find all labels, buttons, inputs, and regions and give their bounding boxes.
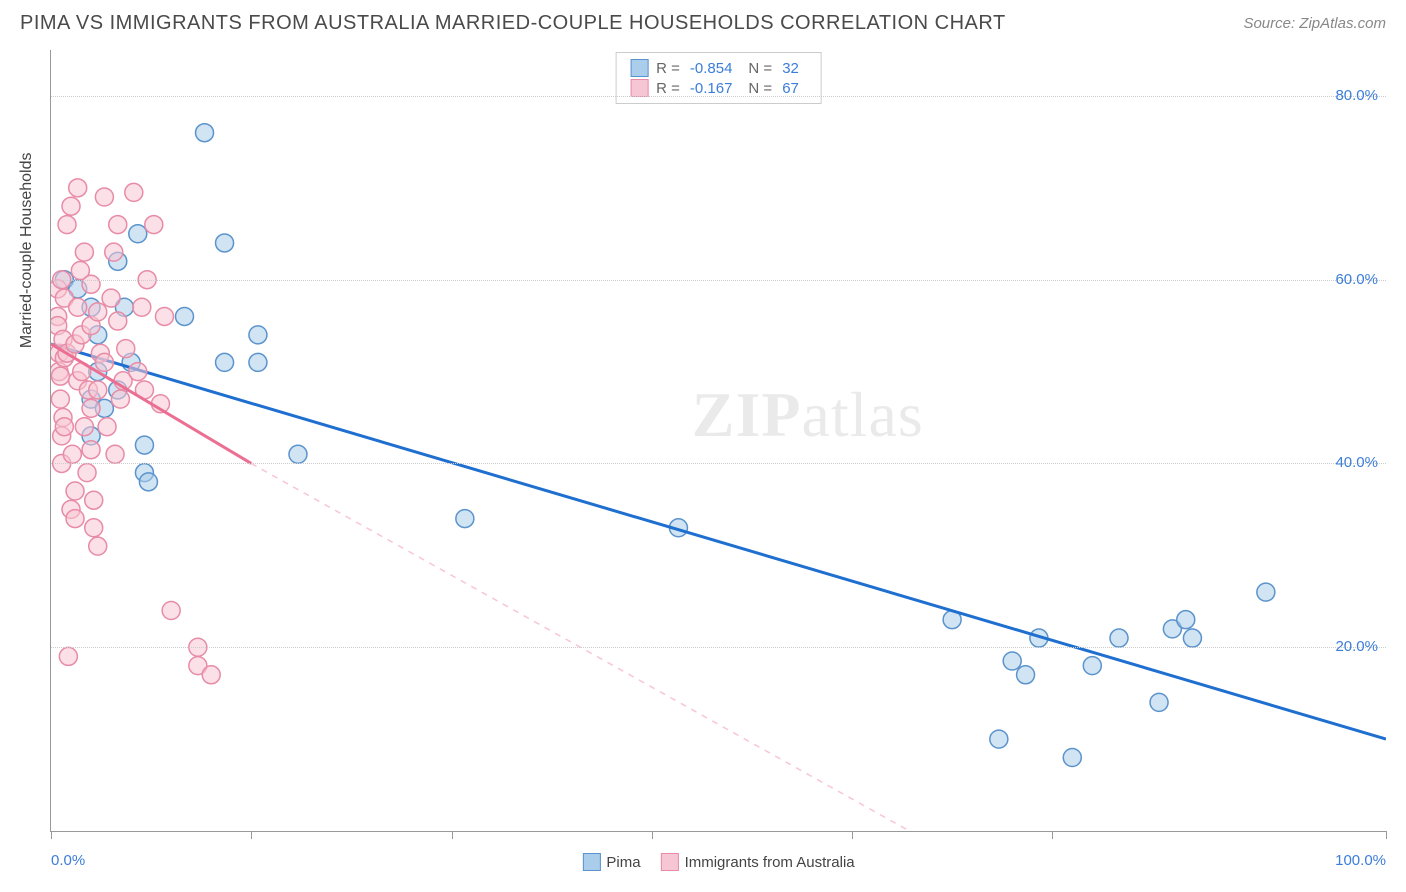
chart-title: PIMA VS IMMIGRANTS FROM AUSTRALIA MARRIE… bbox=[20, 12, 1006, 35]
source-label: Source: ZipAtlas.com bbox=[1243, 15, 1386, 32]
legend-series: Pima Immigrants from Australia bbox=[582, 853, 854, 871]
x-min-label: 0.0% bbox=[51, 852, 85, 869]
legend-stat-row: R =-0.854 N =32 bbox=[630, 59, 807, 77]
y-tick-label: 20.0% bbox=[1335, 638, 1378, 655]
plot-area: ZIPatlas R =-0.854 N =32 R =-0.167 N =67… bbox=[50, 50, 1386, 832]
legend-item: Immigrants from Australia bbox=[661, 853, 855, 871]
watermark: ZIPatlas bbox=[692, 378, 924, 452]
y-tick-label: 80.0% bbox=[1335, 87, 1378, 104]
y-tick-label: 60.0% bbox=[1335, 271, 1378, 288]
legend-stat-row: R =-0.167 N =67 bbox=[630, 79, 807, 97]
y-axis-title: Married-couple Households bbox=[18, 153, 36, 349]
legend-item: Pima bbox=[582, 853, 640, 871]
x-max-label: 100.0% bbox=[1335, 852, 1386, 869]
y-tick-label: 40.0% bbox=[1335, 454, 1378, 471]
